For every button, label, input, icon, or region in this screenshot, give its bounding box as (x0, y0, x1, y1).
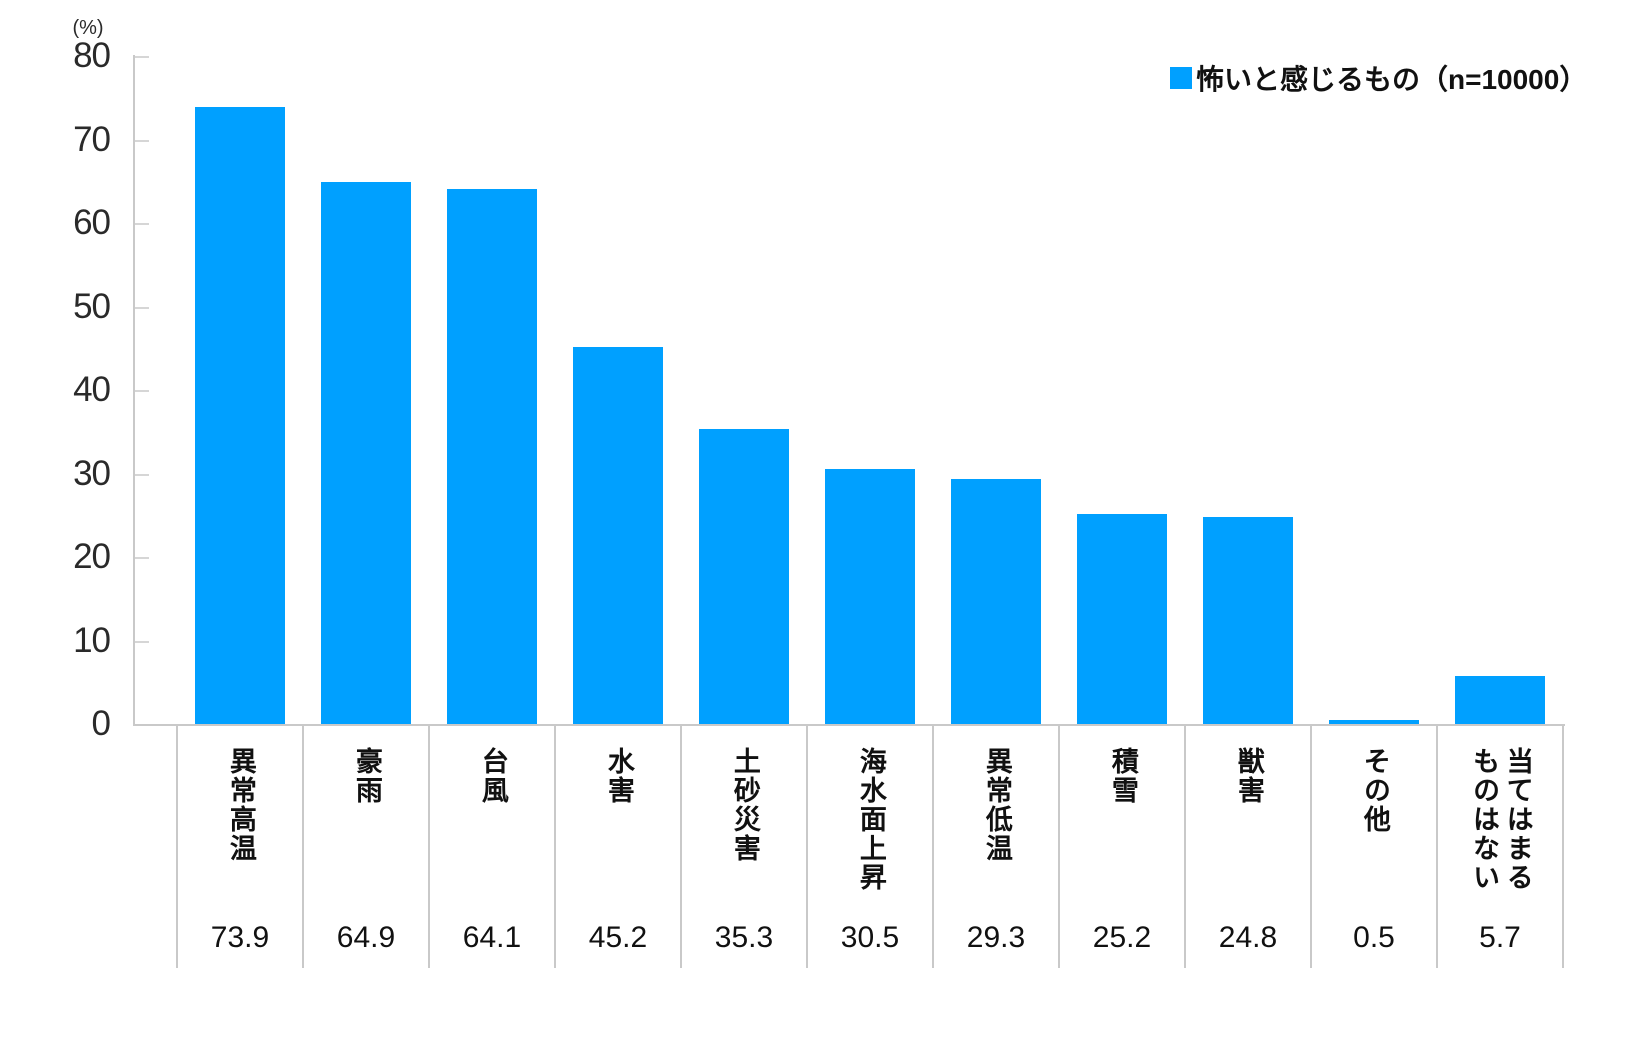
y-tick-label: 40 (73, 370, 111, 410)
table-divider (680, 726, 682, 968)
bar (951, 479, 1041, 724)
table-divider (1058, 726, 1060, 968)
category-label-text: 異常高温 (225, 747, 256, 863)
category-label: 水害 (555, 747, 681, 902)
category-label-text: その他 (1359, 747, 1390, 834)
bar (1077, 514, 1167, 724)
category-label: 豪雨 (303, 747, 429, 902)
value-label: 29.3 (966, 921, 1026, 954)
y-tick-mark (135, 56, 149, 58)
bar (825, 469, 915, 724)
category-label-text: 積雪 (1107, 747, 1138, 805)
bar (1455, 676, 1545, 724)
category-label-text: 台風 (477, 747, 508, 805)
category-label: 土砂災害 (681, 747, 807, 902)
y-tick-mark (135, 557, 149, 559)
y-axis-line (133, 55, 135, 726)
y-tick-label: 60 (73, 203, 111, 243)
category-label-text: 異常低温 (981, 747, 1012, 863)
value-label: 73.9 (210, 921, 270, 954)
category-label-text: 海水面上昇 (855, 747, 886, 892)
category-label: 獣害 (1185, 747, 1311, 902)
table-divider (1562, 726, 1564, 968)
table-divider (428, 726, 430, 968)
y-axis-unit-label: (%) (72, 17, 104, 39)
bar (573, 347, 663, 724)
bar (1329, 720, 1419, 724)
category-label-text: 獣害 (1233, 747, 1264, 805)
value-label: 5.7 (1479, 921, 1521, 954)
x-axis-line (133, 724, 1565, 726)
category-label: その他 (1311, 747, 1437, 902)
value-label: 24.8 (1218, 921, 1278, 954)
category-label: 台風 (429, 747, 555, 902)
category-label-text: 水害 (603, 747, 634, 805)
y-tick-label: 50 (73, 287, 111, 327)
y-tick-mark (135, 641, 149, 643)
category-label-text: 豪雨 (351, 747, 382, 805)
table-divider (1436, 726, 1438, 968)
table-divider (302, 726, 304, 968)
y-tick-label: 70 (73, 120, 111, 160)
y-tick-label: 10 (73, 621, 111, 661)
y-tick-label: 0 (91, 704, 111, 744)
value-label: 0.5 (1353, 921, 1395, 954)
category-label: 異常高温 (177, 747, 303, 902)
y-tick-mark (135, 390, 149, 392)
category-label: 海水面上昇 (807, 747, 933, 902)
legend: 怖いと感じるもの（n=10000） (1170, 60, 1587, 96)
category-label-text: 当てはまるものはない (1469, 747, 1533, 892)
y-tick-mark (135, 140, 149, 142)
category-label: 異常低温 (933, 747, 1059, 902)
value-label: 25.2 (1092, 921, 1152, 954)
value-label: 45.2 (588, 921, 648, 954)
category-label: 積雪 (1059, 747, 1185, 902)
y-tick-label: 20 (73, 537, 111, 577)
y-tick-mark (135, 223, 149, 225)
bar (447, 189, 537, 724)
value-label: 30.5 (840, 921, 900, 954)
y-tick-label: 30 (73, 454, 111, 494)
y-tick-mark (135, 474, 149, 476)
legend-swatch-icon (1170, 67, 1192, 89)
table-divider (176, 726, 178, 968)
y-tick-mark (135, 307, 149, 309)
bar (1203, 517, 1293, 724)
category-label: 当てはまるものはない (1437, 747, 1563, 902)
bar (699, 429, 789, 724)
legend-label: 怖いと感じるもの（n=10000） (1196, 64, 1588, 95)
bar (321, 182, 411, 724)
table-divider (554, 726, 556, 968)
table-divider (806, 726, 808, 968)
value-label: 35.3 (714, 921, 774, 954)
category-label-text: 土砂災害 (729, 747, 760, 863)
value-label: 64.1 (462, 921, 522, 954)
value-label: 64.9 (336, 921, 396, 954)
table-divider (1184, 726, 1186, 968)
y-tick-label: 80 (73, 36, 111, 76)
table-divider (932, 726, 934, 968)
table-divider (1310, 726, 1312, 968)
bar (195, 107, 285, 724)
